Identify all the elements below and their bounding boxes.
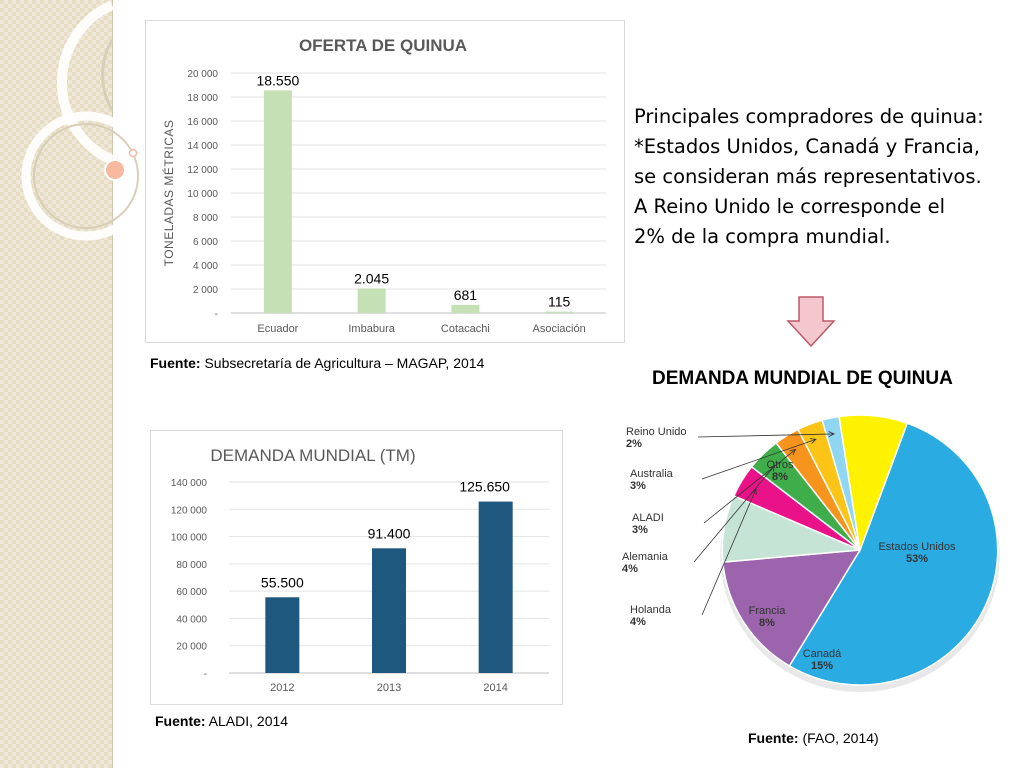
y-tick-label: 6 000 <box>193 237 218 248</box>
pie-leader-line <box>697 433 835 438</box>
side-divider <box>112 0 113 768</box>
pie-slice <box>838 414 909 553</box>
bar <box>357 288 386 313</box>
x-tick-label: 2012 <box>270 682 294 694</box>
pie-value: 4% <box>622 563 638 575</box>
y-tick-label: - <box>204 669 207 680</box>
pie-label: Estados Unidos <box>878 541 956 553</box>
pie-slice <box>722 549 862 667</box>
demand-chart-frame: DEMANDA MUNDIAL (TM) - 20 000 40 000 60 000 8… <box>150 430 563 705</box>
y-tick-label: 120 000 <box>171 505 208 516</box>
pie-value: 8% <box>772 471 788 483</box>
x-tick-label: Ecuador <box>257 323 298 335</box>
y-tick-label: 20 000 <box>176 642 207 653</box>
pie-value: 4% <box>630 616 646 628</box>
demand-chart: DEMANDA MUNDIAL (TM) - 20 000 40 000 60 000 8… <box>171 446 549 694</box>
pie-slice <box>788 422 999 686</box>
x-tick-label: Cotacachi <box>441 323 490 335</box>
y-tick-label: - <box>215 309 218 320</box>
pie-label: ALADI <box>632 512 664 524</box>
data-label: 115 <box>548 294 571 310</box>
decorative-rings <box>21 0 151 241</box>
data-label: 681 <box>454 287 478 303</box>
data-label: 91.400 <box>368 525 411 541</box>
pie-label: Alemania <box>622 551 669 563</box>
pie-chart: Estados Unidos53%Canadá15%Francia8%Otros… <box>622 414 1000 692</box>
y-tick-label: 10 000 <box>187 189 218 200</box>
bar <box>451 304 480 313</box>
pie-leader-line <box>701 488 757 616</box>
pie-value: 3% <box>632 524 648 536</box>
pie-leader-line <box>693 465 776 563</box>
x-tick-label: Imbabura <box>348 323 395 335</box>
pie-source: Fuente: (FAO, 2014) <box>748 730 879 746</box>
chart-title: DEMANDA MUNDIAL (TM) <box>210 446 415 465</box>
bar <box>263 90 292 314</box>
bar <box>372 548 406 673</box>
pie-leader-arrowhead <box>828 431 836 438</box>
pie-value: 3% <box>630 480 646 492</box>
pie-leader-line <box>703 449 796 524</box>
y-tick-label: 2 000 <box>193 285 218 296</box>
chart-title: OFERTA DE QUINUA <box>299 36 467 55</box>
y-tick-label: 140 000 <box>171 478 208 489</box>
x-tick-label: 2013 <box>377 682 401 694</box>
pie-leader-line <box>701 438 817 480</box>
buyers-text-line: A Reino Unido le corresponde el <box>634 195 946 218</box>
y-tick-label: 12 000 <box>187 165 218 176</box>
pie-value: 8% <box>759 617 775 629</box>
pie-label: Australia <box>630 468 674 480</box>
down-arrow-icon <box>786 296 836 348</box>
x-tick-label: Asociación <box>533 323 586 335</box>
offer-chart: OFERTA DE QUINUA TONELADAS MÉTRICAS - 2 000… <box>161 36 606 335</box>
pie-value: 15% <box>811 660 833 672</box>
data-label: 18.550 <box>256 72 299 88</box>
bar <box>478 501 513 673</box>
pie-leader-arrowhead <box>809 438 817 444</box>
pie-value: 53% <box>906 553 928 565</box>
pie-label: Canadá <box>803 648 842 660</box>
y-tick-label: 100 000 <box>171 533 208 544</box>
offer-source: Fuente: Subsecretaría de Agricultura – M… <box>150 355 485 371</box>
y-tick-label: 60 000 <box>176 587 207 598</box>
pie-label: Otros <box>767 459 794 471</box>
y-tick-label: 40 000 <box>176 614 207 625</box>
buyers-text-line: se consideran más representativos. <box>634 165 982 188</box>
buyers-text-line: 2% de la compra mundial. <box>634 225 891 248</box>
x-tick-label: 2014 <box>483 682 507 694</box>
y-tick-label: 18 000 <box>187 93 218 104</box>
pie-title: DEMANDA MUNDIAL DE QUINUA <box>652 368 953 389</box>
demand-source: Fuente: ALADI, 2014 <box>155 713 289 729</box>
y-tick-label: 14 000 <box>187 141 218 152</box>
buyers-text: Principales compradores de quinua: *Esta… <box>634 102 1014 252</box>
y-tick-label: 4 000 <box>193 261 218 272</box>
offer-chart-frame: OFERTA DE QUINUA TONELADAS MÉTRICAS - 2 000… <box>145 20 625 343</box>
bar <box>265 597 300 673</box>
pie-label: Holanda <box>630 604 672 616</box>
y-tick-label: 8 000 <box>193 213 218 224</box>
buyers-text-line: *Estados Unidos, Canadá y Francia, <box>634 135 980 158</box>
buyers-text-line: Principales compradores de quinua: <box>634 105 984 128</box>
pie-leader-arrowhead <box>789 448 797 456</box>
y-tick-label: 80 000 <box>176 560 207 571</box>
pie-label: Reino Unido <box>626 426 687 438</box>
y-tick-label: 16 000 <box>187 117 218 128</box>
data-label: 125.650 <box>459 479 510 495</box>
y-axis-label: TONELADAS MÉTRICAS <box>161 120 176 267</box>
bar <box>545 311 574 313</box>
pie-value: 2% <box>626 438 642 450</box>
pie-label: Francia <box>749 605 787 617</box>
y-tick-label: 20 000 <box>187 69 218 80</box>
pie-leader-arrowhead <box>769 464 776 472</box>
data-label: 2.045 <box>354 270 389 286</box>
data-label: 55.500 <box>261 574 304 590</box>
